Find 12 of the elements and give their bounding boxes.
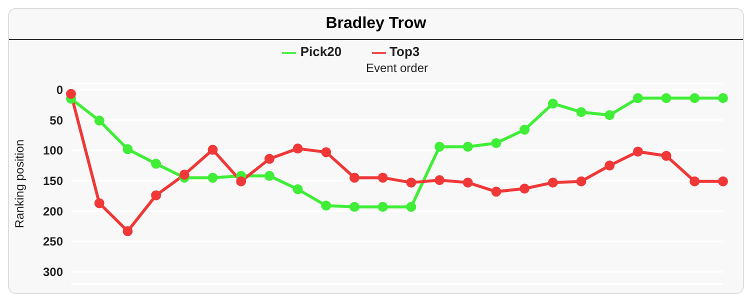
legend-label: Pick20 [300,44,342,59]
y-tick-label: 250 [42,234,64,249]
chart-title: Bradley Trow [9,9,743,40]
y-tick-label: 50 [50,113,64,128]
y-axis-title: Ranking position [12,139,26,228]
y-tick-label: 0 [56,82,64,97]
x-axis-title: Event order [366,61,428,76]
legend-label: Top3 [390,44,420,59]
y-tick-label: 150 [42,174,64,188]
y-tick-label: 300 [42,265,64,280]
y-tick-label: 100 [42,144,64,158]
y-tick-label: 200 [42,204,64,218]
